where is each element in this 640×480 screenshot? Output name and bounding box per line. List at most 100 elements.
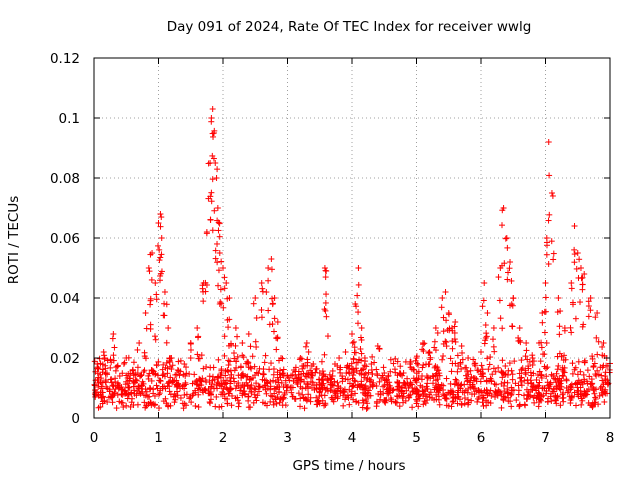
data-point [151, 333, 158, 340]
data-point [390, 360, 397, 367]
data-point [577, 299, 584, 306]
data-point [245, 393, 252, 400]
data-point [217, 286, 224, 293]
data-point [599, 386, 606, 393]
data-point [567, 324, 574, 331]
grid-layer [94, 58, 610, 418]
data-point [445, 311, 452, 318]
data-point [346, 380, 353, 387]
data-point [290, 377, 297, 384]
data-point [267, 386, 274, 393]
data-point [548, 371, 555, 378]
data-point [169, 379, 176, 386]
data-point [153, 291, 160, 298]
data-point [130, 359, 137, 366]
data-point [589, 355, 596, 362]
data-point [214, 379, 221, 386]
data-point [573, 402, 580, 409]
data-point [509, 376, 516, 383]
data-point [475, 395, 482, 402]
data-point [459, 356, 466, 363]
data-point [545, 217, 552, 224]
data-point [331, 378, 338, 385]
data-point [362, 358, 369, 365]
data-point [157, 223, 164, 230]
data-point [531, 399, 538, 406]
data-point [118, 391, 125, 398]
data-point [405, 384, 412, 391]
x-tick-label: 8 [606, 430, 615, 446]
data-point [181, 400, 188, 407]
data-point [301, 405, 308, 412]
data-point [594, 310, 601, 316]
data-point [396, 370, 403, 377]
data-point [439, 356, 446, 363]
data-point [447, 380, 454, 387]
data-point [464, 368, 471, 375]
data-point [451, 336, 458, 343]
data-point [159, 366, 166, 373]
data-point [555, 362, 562, 369]
data-point [549, 192, 556, 199]
data-point [177, 395, 184, 402]
data-point [394, 379, 401, 386]
data-point [130, 380, 137, 387]
data-point [299, 363, 306, 370]
data-point [579, 286, 586, 293]
data-point [412, 357, 419, 364]
data-point [252, 295, 259, 301]
data-point [211, 207, 218, 214]
data-point [248, 365, 255, 372]
data-point [564, 389, 571, 396]
data-point [585, 313, 592, 320]
data-point [330, 398, 337, 405]
data-point [116, 373, 123, 379]
data-point [205, 160, 212, 167]
data-point [489, 336, 496, 343]
data-point [412, 388, 419, 395]
data-point [381, 376, 388, 383]
data-point [543, 388, 550, 395]
data-point [491, 380, 498, 387]
data-point [227, 374, 234, 381]
data-point [449, 345, 456, 352]
data-point [561, 364, 568, 371]
data-point [295, 374, 302, 381]
data-point [100, 349, 107, 355]
data-point [423, 373, 430, 380]
data-point [440, 328, 447, 335]
data-point [157, 211, 164, 217]
data-point [259, 285, 266, 292]
data-point [236, 400, 243, 407]
data-point [187, 340, 194, 347]
data-point [248, 389, 255, 396]
data-point [542, 294, 549, 301]
data-point [334, 395, 341, 402]
data-point [353, 398, 360, 405]
data-point [544, 364, 551, 371]
data-point [187, 394, 194, 401]
data-point [148, 276, 155, 283]
data-point [489, 371, 496, 378]
data-point [483, 389, 490, 396]
data-point [490, 365, 497, 372]
data-point [431, 338, 438, 345]
data-point [537, 358, 544, 365]
data-point [214, 205, 221, 211]
data-point [352, 349, 359, 356]
data-point [207, 216, 214, 223]
data-point [483, 377, 490, 384]
data-point [510, 295, 517, 302]
data-point [271, 390, 278, 397]
data-points [91, 106, 613, 412]
data-point [436, 372, 443, 379]
data-point [497, 315, 504, 322]
data-point [349, 383, 356, 390]
data-point [302, 343, 309, 350]
data-point [522, 402, 529, 409]
data-point [511, 358, 518, 365]
data-point [436, 370, 443, 377]
data-point [273, 346, 280, 353]
data-point [436, 385, 443, 392]
data-point [587, 307, 594, 314]
